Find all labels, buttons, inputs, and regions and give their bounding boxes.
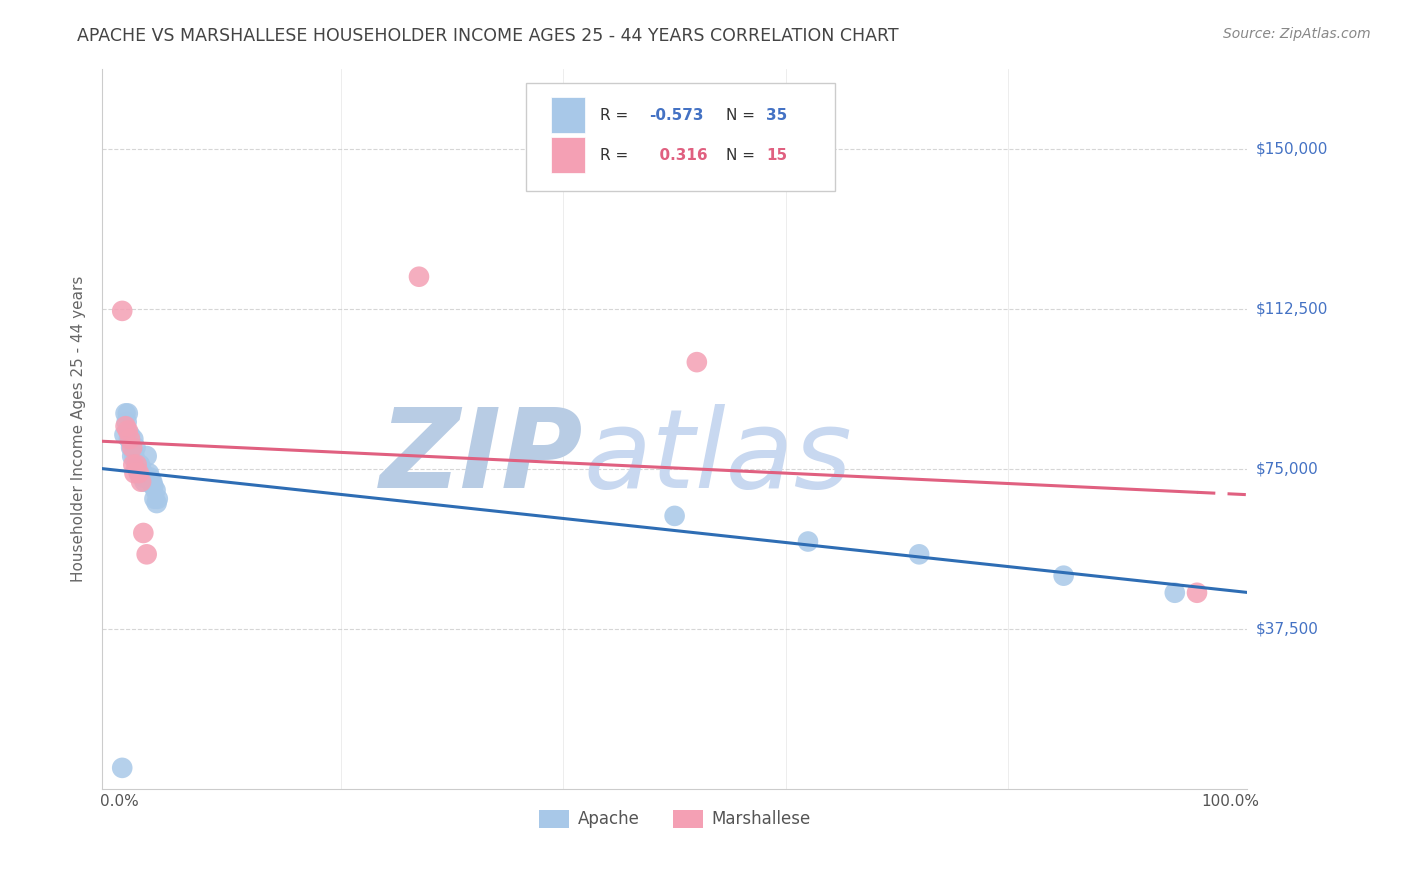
Point (129, 458, 152, 472)
Point (129, 475, 152, 489)
Point (117, 424, 139, 438)
Text: R =: R = (600, 147, 633, 162)
Point (408, 269, 430, 284)
Point (139, 475, 162, 489)
Text: Source: ZipAtlas.com: Source: ZipAtlas.com (1223, 27, 1371, 41)
Text: N =: N = (725, 108, 761, 123)
Point (142, 479, 165, 493)
Point (124, 441, 146, 455)
Point (118, 432, 141, 446)
Point (122, 458, 145, 472)
Point (114, 419, 136, 434)
Point (908, 547, 931, 561)
Point (118, 427, 141, 442)
Text: atlas: atlas (583, 404, 852, 511)
Point (124, 466, 146, 480)
Point (129, 462, 152, 476)
Point (138, 466, 160, 480)
Text: N =: N = (725, 147, 761, 162)
Text: R =: R = (600, 108, 633, 123)
Text: 0.316: 0.316 (650, 147, 709, 162)
Point (139, 470, 162, 484)
Point (117, 406, 139, 420)
Point (115, 415, 138, 429)
Text: $37,500: $37,500 (1256, 622, 1319, 637)
Text: ZIP: ZIP (380, 404, 583, 511)
Legend: Apache, Marshallese: Apache, Marshallese (533, 803, 817, 835)
Point (146, 491, 169, 506)
Point (111, 761, 134, 775)
Y-axis label: Householder Income Ages 25 - 44 years: Householder Income Ages 25 - 44 years (72, 276, 86, 582)
Point (122, 432, 145, 446)
Text: APACHE VS MARSHALLESE HOUSEHOLDER INCOME AGES 25 - 44 YEARS CORRELATION CHART: APACHE VS MARSHALLESE HOUSEHOLDER INCOME… (77, 27, 898, 45)
Text: $112,500: $112,500 (1256, 301, 1327, 317)
Point (1164, 586, 1187, 600)
Point (121, 449, 143, 463)
Point (135, 547, 157, 561)
Point (120, 441, 142, 455)
Point (127, 462, 149, 476)
FancyBboxPatch shape (526, 83, 835, 191)
Point (125, 458, 148, 472)
Text: 15: 15 (766, 147, 787, 162)
Point (145, 496, 167, 510)
Point (114, 427, 136, 442)
Point (1185, 586, 1208, 600)
Point (145, 483, 167, 498)
Point (664, 508, 686, 523)
Point (132, 470, 155, 484)
Point (686, 355, 709, 369)
Point (124, 449, 146, 463)
Point (141, 475, 163, 489)
FancyBboxPatch shape (551, 137, 585, 173)
Point (797, 534, 820, 549)
Text: $150,000: $150,000 (1256, 141, 1327, 156)
Point (118, 432, 141, 446)
Text: 35: 35 (766, 108, 787, 123)
Point (135, 449, 157, 463)
Point (134, 475, 156, 489)
Text: $75,000: $75,000 (1256, 461, 1317, 476)
Point (128, 466, 150, 480)
Point (143, 491, 166, 506)
Point (111, 304, 134, 318)
Text: -0.573: -0.573 (650, 108, 704, 123)
Point (125, 458, 148, 472)
Point (1052, 568, 1074, 582)
FancyBboxPatch shape (551, 97, 585, 134)
Point (131, 466, 153, 480)
Point (121, 441, 143, 455)
Point (132, 526, 155, 541)
Point (128, 466, 150, 480)
Point (114, 406, 136, 420)
